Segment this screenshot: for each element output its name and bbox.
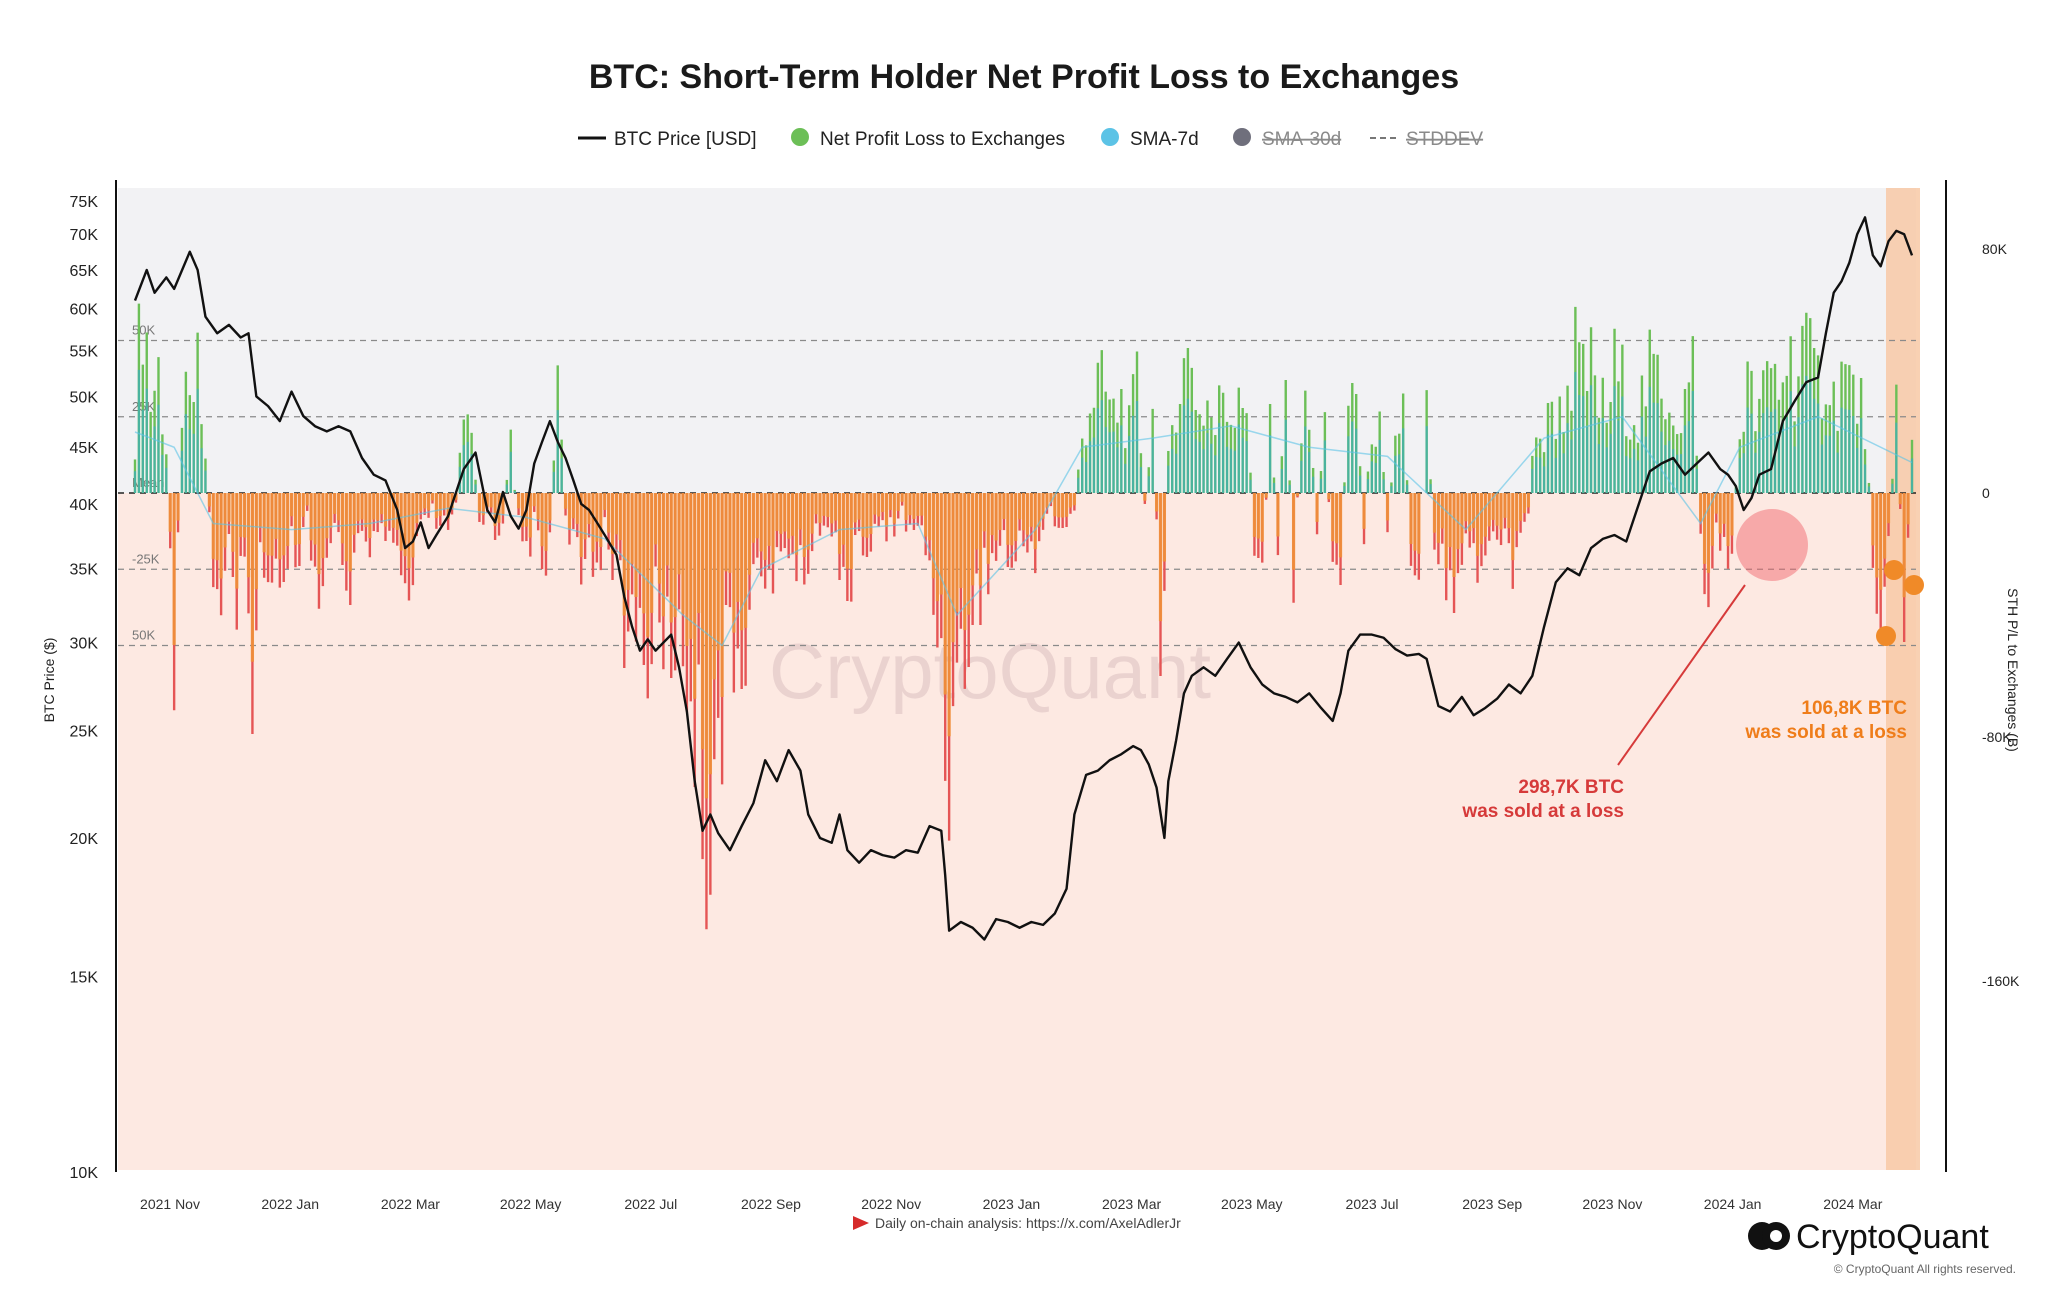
legend-netpl-dot-icon <box>791 128 809 146</box>
annotation-red-line2: was sold at a loss <box>1461 801 1624 822</box>
annotation-pointer-line <box>1617 584 1746 766</box>
flag-icon <box>853 1216 869 1230</box>
loss-highlight-circle <box>1736 509 1808 581</box>
right-tick-label: 0 <box>1982 485 1990 501</box>
left-tick-label: 10K <box>70 1165 99 1182</box>
guide-label: -25K <box>132 551 160 566</box>
left-tick-label: 45K <box>70 440 99 457</box>
left-tick-label: 35K <box>70 561 99 578</box>
net-pl-series <box>133 303 1914 930</box>
left-tick-label: 70K <box>70 227 99 244</box>
x-tick-label: 2024 Jan <box>1704 1196 1762 1212</box>
x-tick-label: 2022 Jan <box>261 1196 319 1212</box>
brand-name: CryptoQuant <box>1796 1218 1989 1256</box>
left-tick-label: 30K <box>70 636 99 653</box>
right-tick-label: -160K <box>1982 973 2020 989</box>
x-tick-label: 2022 Jul <box>624 1196 677 1212</box>
legend-netpl-label[interactable]: Net Profit Loss to Exchanges <box>820 129 1065 150</box>
left-tick-label: 60K <box>70 302 99 319</box>
left-tick-label: 40K <box>70 497 99 514</box>
x-tick-label: 2022 Sep <box>741 1196 801 1212</box>
annotation-orange-line2: was sold at a loss <box>1744 722 1907 743</box>
x-tick-label: 2023 May <box>1221 1196 1282 1212</box>
loss-marker-dot <box>1904 575 1924 595</box>
left-axis-ticks: 75K 70K 65K 60K 55K 50K 45K 40K 35K 30K 25K 20K 15K 1… <box>70 194 99 1182</box>
right-tick-label: 80K <box>1982 241 2008 257</box>
left-tick-label: 75K <box>70 194 99 211</box>
legend-sma30-dot-icon <box>1233 128 1251 146</box>
annotations: 298,7K BTC was sold at a loss 106,8K BTC… <box>1461 509 1924 822</box>
left-tick-label: 55K <box>70 343 99 360</box>
brand-logo: CryptoQuant <box>1748 1218 1989 1256</box>
legend: BTC Price [USD] Net Profit Loss to Excha… <box>578 128 1483 150</box>
chart-title: BTC: Short-Term Holder Net Profit Loss t… <box>589 58 1459 96</box>
x-axis-ticks: 2021 Nov 2022 Jan 2022 Mar 2022 May 2022 Jul… <box>140 1196 1883 1212</box>
legend-price-label[interactable]: BTC Price [USD] <box>614 129 757 150</box>
guide-label: 50K <box>132 323 155 338</box>
sma7-line <box>134 415 1913 647</box>
x-tick-label: 2023 Jan <box>983 1196 1041 1212</box>
left-tick-label: 15K <box>70 970 99 987</box>
left-tick-label: 20K <box>70 831 99 848</box>
annotation-red-line1: 298,7K BTC <box>1518 777 1624 798</box>
loss-marker-dot <box>1876 626 1896 646</box>
legend-sma7-dot-icon <box>1101 128 1119 146</box>
x-tick-label: 2023 Sep <box>1462 1196 1522 1212</box>
right-axis-ticks: 80K 0 -80K -160K <box>1982 241 2020 989</box>
x-tick-label: 2023 Nov <box>1582 1196 1642 1212</box>
watermark: CryptoQuant <box>769 627 1212 715</box>
x-tick-label: 2022 Mar <box>381 1196 440 1212</box>
x-tick-label: 2023 Mar <box>1102 1196 1161 1212</box>
source-note[interactable]: Daily on-chain analysis: https://x.com/A… <box>875 1215 1181 1231</box>
price-series <box>133 216 1914 941</box>
brand-logo-icon-hole <box>1770 1230 1782 1242</box>
copyright: © CryptoQuant All rights reserved. <box>1834 1262 2016 1276</box>
right-tick-label: -80K <box>1982 729 2012 745</box>
legend-sma7-label[interactable]: SMA-7d <box>1130 129 1199 150</box>
left-tick-label: 50K <box>70 389 99 406</box>
x-tick-label: 2022 Nov <box>861 1196 921 1212</box>
guide-label: Mean <box>132 475 165 490</box>
right-axis-title: STH P/L to Exchanges (B) <box>2005 588 2021 752</box>
highlight-band <box>1886 188 1920 1170</box>
left-tick-label: 65K <box>70 263 99 280</box>
plot-bg-negative <box>118 493 1916 1170</box>
sma7-series <box>134 415 1913 647</box>
loss-marker-dot <box>1884 560 1904 580</box>
legend-stddev-label[interactable]: STDDEV <box>1406 129 1483 150</box>
x-tick-label: 2021 Nov <box>140 1196 200 1212</box>
legend-sma30-label[interactable]: SMA-30d <box>1262 129 1341 150</box>
x-tick-label: 2023 Jul <box>1346 1196 1399 1212</box>
left-tick-label: 25K <box>70 723 99 740</box>
annotation-orange-line1: 106,8K BTC <box>1801 698 1907 719</box>
x-tick-label: 2024 Mar <box>1823 1196 1882 1212</box>
price-line <box>133 216 1914 941</box>
left-axis-title: BTC Price ($) <box>41 638 57 723</box>
x-tick-label: 2022 May <box>500 1196 561 1212</box>
guide-label: 50K <box>132 628 155 643</box>
